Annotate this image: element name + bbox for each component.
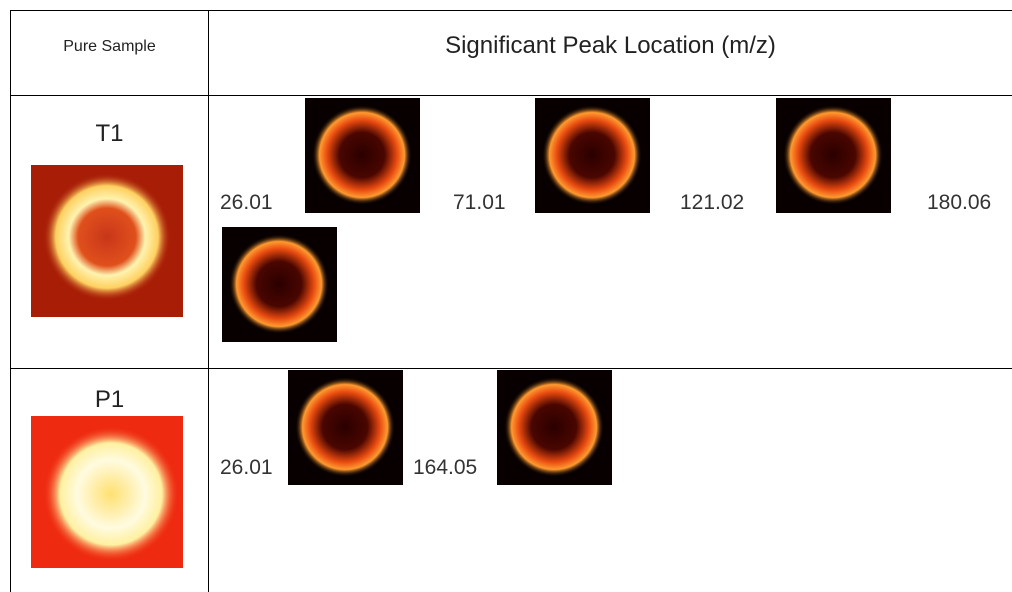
header-cell: Pure Sample [11, 38, 208, 56]
peak-label: 26.01 [220, 456, 273, 480]
peak-label: 121.02 [680, 191, 744, 215]
peak-label: 180.06 [927, 191, 991, 215]
peak-image [305, 98, 420, 213]
sample-label: P1 [11, 386, 208, 414]
peak-label: 164.05 [413, 456, 477, 480]
peak-image [288, 370, 403, 485]
peak-image [535, 98, 650, 213]
sample-label: T1 [11, 120, 208, 148]
sample-image [31, 165, 183, 317]
sample-image [31, 416, 183, 568]
border-top [10, 10, 1012, 11]
table-page: Pure Sample Significant Peak Location (m… [0, 0, 1012, 592]
peak-image [497, 370, 612, 485]
border-mid [208, 10, 209, 592]
peak-image [776, 98, 891, 213]
peak-image [222, 227, 337, 342]
border-left [10, 10, 11, 592]
peak-label: 71.01 [453, 191, 506, 215]
border-header [10, 95, 1012, 96]
header-cell: Significant Peak Location (m/z) [209, 32, 1012, 60]
border-row [10, 368, 1012, 369]
peak-label: 26.01 [220, 191, 273, 215]
